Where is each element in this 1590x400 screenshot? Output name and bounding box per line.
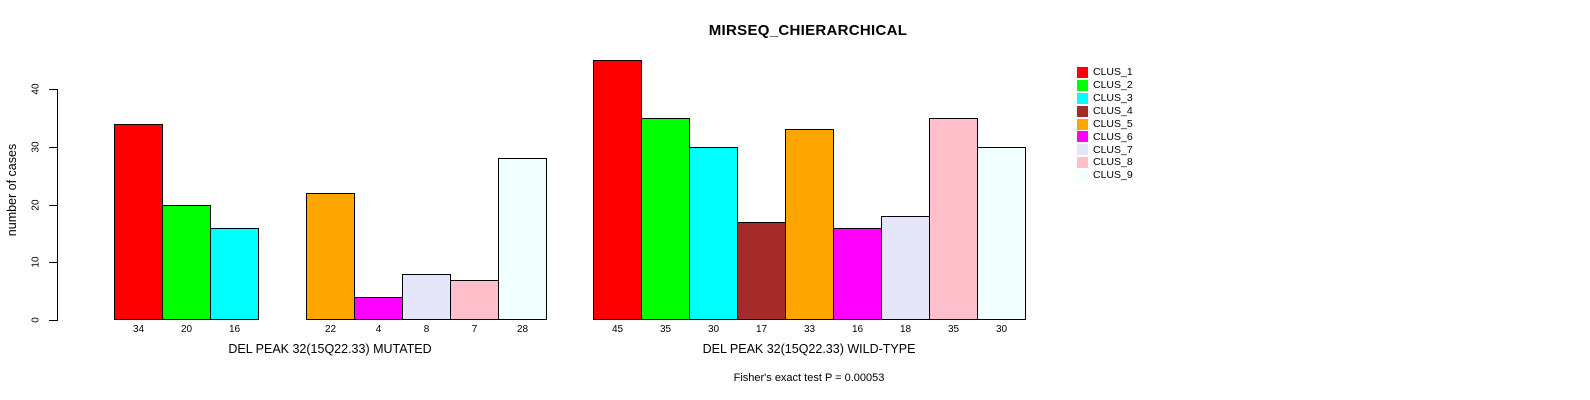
legend-label: CLUS_2 [1093,79,1133,92]
bar-clus_9 [498,158,547,320]
legend-item-clus_6: CLUS_6 [1077,130,1133,143]
bar-value-label: 4 [375,324,382,335]
legend-label: CLUS_3 [1093,91,1133,104]
y-tick [49,320,57,321]
bar-value-label: 35 [659,324,672,335]
y-tick-label: 40 [30,83,42,95]
x-axis-title-mutated: DEL PEAK 32(15Q22.33) MUTATED [228,342,432,356]
legend-item-clus_7: CLUS_7 [1077,143,1133,156]
legend-label: CLUS_8 [1093,156,1133,169]
y-tick-label: 0 [30,317,42,323]
bar-value-label: 30 [707,324,720,335]
bar-value-label: 45 [611,324,624,335]
bar-value-label: 16 [228,324,241,335]
bar-value-label: 16 [851,324,864,335]
bar-clus_2 [641,117,690,320]
fisher-test-caption: Fisher's exact test P = 0.00053 [733,372,885,384]
legend-label: CLUS_6 [1093,130,1133,143]
y-tick-label: 30 [30,141,42,153]
y-tick [49,205,57,206]
legend-item-clus_9: CLUS_9 [1077,169,1133,182]
legend-swatch-clus_6 [1077,131,1088,143]
legend-item-clus_2: CLUS_2 [1077,79,1133,92]
bar-value-label: 22 [324,324,337,335]
bar-clus_8 [929,117,978,320]
bar-clus_9 [977,146,1026,320]
legend-label: CLUS_1 [1093,66,1133,79]
y-tick-label: 20 [30,199,42,211]
bar-clus_5 [306,192,355,320]
y-tick [49,147,57,148]
bar-clus_8 [450,279,499,320]
bar-value-label: 20 [180,324,193,335]
bar-value-label: 7 [471,324,478,335]
bar-value-label: 30 [995,324,1008,335]
legend-item-clus_3: CLUS_3 [1077,92,1133,105]
legend-swatch-clus_9 [1077,170,1088,182]
bar-clus_3 [689,146,738,320]
y-axis-line [57,89,58,321]
bar-clus_4 [737,221,786,320]
bar-clus_7 [402,273,451,320]
bar-value-label: 18 [899,324,912,335]
x-axis-title-wildtype: DEL PEAK 32(15Q22.33) WILD-TYPE [702,342,916,356]
legend-swatch-clus_2 [1077,79,1088,91]
legend-item-clus_8: CLUS_8 [1077,156,1133,169]
bar-value-label: 34 [132,324,145,335]
bar-clus_2 [162,204,211,320]
legend: CLUS_1 CLUS_2 CLUS_3 CLUS_4 CLUS_5 CLUS_6 CLUS… [1077,66,1133,182]
bar-clus_1 [593,60,642,320]
legend-item-clus_5: CLUS_5 [1077,118,1133,131]
bar-clus_1 [114,123,163,320]
legend-item-clus_1: CLUS_1 [1077,66,1133,79]
bar-value-label: 8 [423,324,430,335]
bar-value-label: 28 [516,324,529,335]
bar-clus_5 [785,129,834,320]
bar-value-label: 35 [947,324,960,335]
legend-swatch-clus_1 [1077,66,1088,78]
y-tick-label: 10 [30,256,42,268]
bar-clus_7 [881,216,930,320]
legend-label: CLUS_4 [1093,104,1133,117]
chart-title: MIRSEQ_CHIERARCHICAL [708,22,908,39]
legend-swatch-clus_4 [1077,105,1088,117]
bar-value-label: 33 [803,324,816,335]
bar-clus_3 [210,227,259,320]
y-axis-title: number of cases [5,143,19,237]
legend-label: CLUS_7 [1093,143,1133,156]
legend-item-clus_4: CLUS_4 [1077,105,1133,118]
legend-swatch-clus_7 [1077,144,1088,156]
legend-swatch-clus_8 [1077,157,1088,169]
y-tick [49,262,57,263]
y-tick [49,89,57,90]
bar-value-label: 17 [755,324,768,335]
bar-clus_6 [354,296,403,320]
legend-label: CLUS_9 [1093,169,1133,182]
bar-clus_6 [833,227,882,320]
legend-label: CLUS_5 [1093,117,1133,130]
legend-swatch-clus_5 [1077,118,1088,130]
legend-swatch-clus_3 [1077,92,1088,104]
